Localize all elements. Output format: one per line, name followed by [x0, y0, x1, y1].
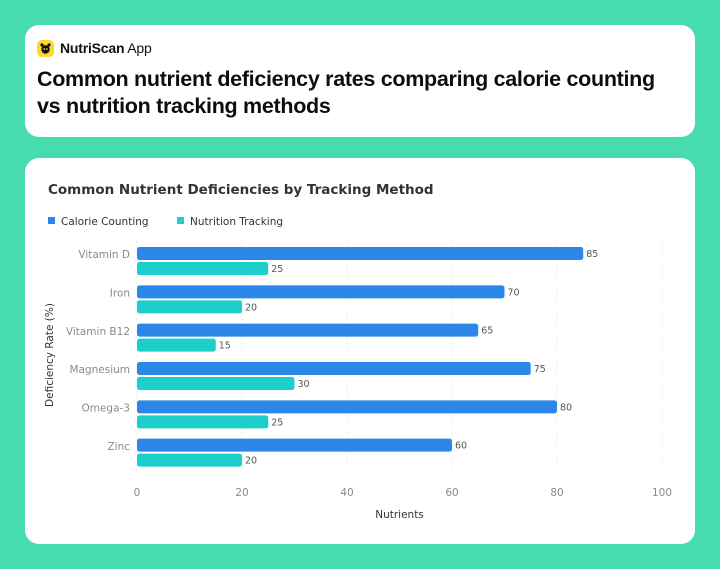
- x-tick-label: 0: [134, 487, 141, 499]
- app-logo-icon: [37, 39, 54, 57]
- chart-title: Common Nutrient Deficiencies by Tracking…: [48, 182, 434, 198]
- y-tick-label: Zinc: [107, 441, 130, 453]
- data-label: 60: [455, 441, 467, 452]
- y-tick-label: Iron: [110, 288, 130, 300]
- legend-swatch-0: [48, 217, 55, 224]
- x-tick-label: 60: [445, 487, 458, 499]
- bar-0-0: [137, 247, 584, 260]
- brand-name: NutriScan App: [60, 40, 152, 56]
- x-tick-label: 40: [340, 487, 353, 499]
- bar-1-4: [137, 415, 269, 429]
- bar-1-1: [137, 300, 242, 314]
- y-axis-title: Deficiency Rate (%): [44, 303, 56, 407]
- x-tick-label: 100: [652, 487, 672, 499]
- legend-swatch-1: [177, 217, 184, 224]
- bar-1-0: [137, 262, 269, 275]
- x-axis-title: Nutrients: [375, 509, 424, 521]
- brand: NutriScan App: [37, 38, 682, 58]
- data-label: 70: [508, 287, 520, 298]
- y-tick-label: Vitamin B12: [66, 326, 130, 338]
- data-label: 20: [245, 302, 257, 313]
- chart-card: Common Nutrient Deficiencies by Tracking…: [25, 158, 695, 544]
- chart: Common Nutrient Deficiencies by Tracking…: [44, 182, 672, 521]
- y-tick-label: Magnesium: [69, 364, 130, 376]
- data-label: 25: [271, 417, 283, 428]
- bar-0-4: [137, 400, 557, 414]
- legend-label-0: Calorie Counting: [61, 216, 149, 228]
- data-label: 15: [219, 341, 231, 352]
- bar-1-2: [137, 338, 216, 352]
- bar-0-3: [137, 362, 531, 375]
- bar-1-5: [137, 453, 242, 467]
- header-card: NutriScan App Common nutrient deficiency…: [25, 25, 695, 137]
- page-title: Common nutrient deficiency rates compari…: [37, 67, 655, 118]
- data-label: 80: [560, 402, 572, 413]
- data-label: 75: [534, 364, 546, 375]
- data-label: 85: [586, 249, 598, 260]
- data-label: 25: [271, 264, 283, 275]
- data-label: 65: [481, 326, 493, 337]
- y-tick-label: Omega-3: [81, 403, 130, 415]
- x-tick-label: 20: [235, 487, 248, 499]
- y-tick-label: Vitamin D: [78, 249, 130, 261]
- bar-0-1: [137, 285, 505, 299]
- data-label: 30: [298, 379, 310, 390]
- bar-0-5: [137, 438, 452, 452]
- data-label: 20: [245, 456, 257, 467]
- bar-1-3: [137, 377, 295, 390]
- legend-label-1: Nutrition Tracking: [190, 216, 283, 228]
- bar-0-2: [137, 323, 479, 337]
- x-tick-label: 80: [550, 487, 563, 499]
